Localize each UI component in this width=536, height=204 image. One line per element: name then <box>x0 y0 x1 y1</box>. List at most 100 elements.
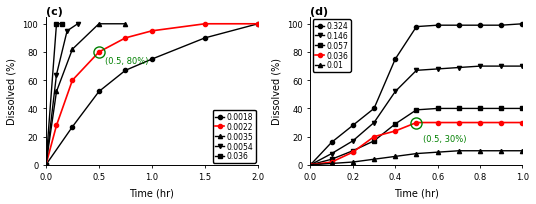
0.146 <box>413 70 420 72</box>
0.146 <box>456 67 462 69</box>
0.01 <box>477 150 483 152</box>
0.146 <box>307 164 314 166</box>
0.036 <box>371 136 377 138</box>
0.036 <box>329 161 335 163</box>
0.146 <box>349 140 356 142</box>
0.324 <box>349 124 356 127</box>
0.0035 <box>43 164 49 166</box>
0.01 <box>307 164 314 166</box>
0.036 <box>519 122 526 124</box>
0.324 <box>435 25 441 27</box>
0.146 <box>477 65 483 68</box>
Y-axis label: Dissolved (%): Dissolved (%) <box>7 58 17 125</box>
Legend: 0.324, 0.146, 0.057, 0.036, 0.01: 0.324, 0.146, 0.057, 0.036, 0.01 <box>312 20 351 72</box>
Legend: 0.0018, 0.0022, 0.0035, 0.0054, 0.036: 0.0018, 0.0022, 0.0035, 0.0054, 0.036 <box>213 110 256 163</box>
0.324 <box>329 141 335 144</box>
0.0035 <box>69 49 76 51</box>
0.0054 <box>43 164 49 166</box>
0.324 <box>371 108 377 110</box>
0.01 <box>435 151 441 154</box>
Line: 0.146: 0.146 <box>308 65 525 167</box>
0.01 <box>498 150 504 152</box>
0.057 <box>349 150 356 152</box>
Line: 0.324: 0.324 <box>308 23 525 167</box>
0.0018 <box>148 59 155 61</box>
0.01 <box>456 150 462 152</box>
0.057 <box>477 108 483 110</box>
0.0018 <box>69 126 76 128</box>
0.324 <box>307 164 314 166</box>
0.057 <box>307 164 314 166</box>
0.0035 <box>53 91 59 93</box>
0.057 <box>413 109 420 112</box>
0.0018 <box>202 38 208 40</box>
0.324 <box>477 25 483 27</box>
0.036 <box>456 122 462 124</box>
0.057 <box>392 123 398 125</box>
0.146 <box>371 122 377 124</box>
0.036 <box>392 130 398 133</box>
Line: 0.036: 0.036 <box>44 23 64 167</box>
Line: 0.057: 0.057 <box>308 107 525 167</box>
0.146 <box>435 68 441 71</box>
0.0022 <box>43 164 49 166</box>
0.0018 <box>122 70 129 72</box>
0.146 <box>329 153 335 155</box>
Text: (d): (d) <box>310 7 329 17</box>
0.036 <box>498 122 504 124</box>
0.0018 <box>43 164 49 166</box>
0.036 <box>43 164 49 166</box>
0.057 <box>519 108 526 110</box>
0.0022 <box>255 23 261 26</box>
0.0035 <box>96 23 102 26</box>
Line: 0.0035: 0.0035 <box>44 23 128 167</box>
Line: 0.036: 0.036 <box>308 121 525 167</box>
0.036 <box>349 151 356 154</box>
Y-axis label: Dissolved (%): Dissolved (%) <box>271 58 281 125</box>
0.0054 <box>64 30 70 33</box>
0.01 <box>392 155 398 158</box>
0.057 <box>435 108 441 110</box>
0.036 <box>413 122 420 124</box>
0.057 <box>329 158 335 161</box>
0.057 <box>498 108 504 110</box>
Text: (0.5, 80%): (0.5, 80%) <box>105 57 149 66</box>
0.0018 <box>255 23 261 26</box>
0.146 <box>519 65 526 68</box>
0.324 <box>519 23 526 26</box>
Line: 0.01: 0.01 <box>308 149 525 167</box>
0.057 <box>371 140 377 142</box>
Text: (c): (c) <box>46 7 63 17</box>
0.036 <box>435 122 441 124</box>
0.324 <box>456 25 462 27</box>
0.0054 <box>53 74 59 76</box>
0.146 <box>392 91 398 93</box>
Text: (0.5, 30%): (0.5, 30%) <box>423 134 466 143</box>
0.0022 <box>96 52 102 54</box>
0.0022 <box>148 30 155 33</box>
0.057 <box>456 108 462 110</box>
0.01 <box>329 162 335 165</box>
0.146 <box>498 65 504 68</box>
0.0054 <box>75 23 81 26</box>
0.324 <box>498 25 504 27</box>
0.0022 <box>53 124 59 127</box>
0.0022 <box>122 38 129 40</box>
0.01 <box>413 153 420 155</box>
0.036 <box>477 122 483 124</box>
Line: 0.0022: 0.0022 <box>44 23 260 167</box>
0.324 <box>392 59 398 61</box>
0.01 <box>349 161 356 163</box>
0.0022 <box>202 23 208 26</box>
X-axis label: Time (hr): Time (hr) <box>394 187 439 197</box>
Line: 0.0054: 0.0054 <box>44 23 80 167</box>
0.036 <box>53 23 59 26</box>
0.324 <box>413 26 420 29</box>
0.01 <box>519 150 526 152</box>
0.01 <box>371 158 377 161</box>
0.0018 <box>96 91 102 93</box>
0.036 <box>58 23 65 26</box>
Line: 0.0018: 0.0018 <box>44 23 260 167</box>
0.0022 <box>69 80 76 82</box>
0.036 <box>307 164 314 166</box>
